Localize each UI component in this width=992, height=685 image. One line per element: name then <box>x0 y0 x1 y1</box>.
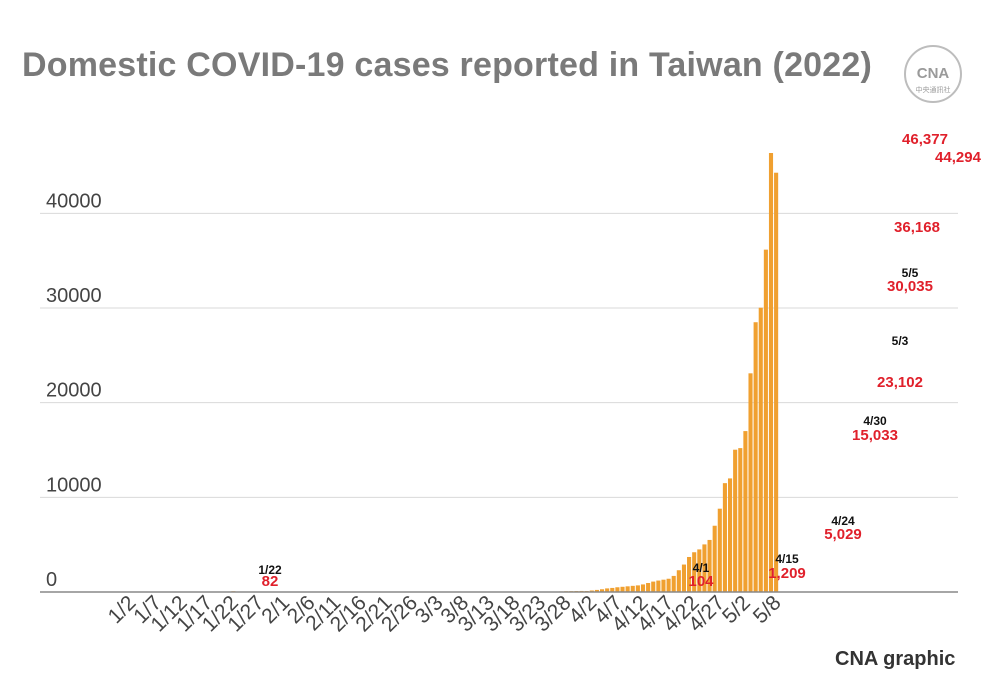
y-tick-label: 20000 <box>46 380 102 402</box>
y-tick-label: 0 <box>46 569 57 591</box>
bar <box>697 549 702 592</box>
bar <box>774 172 779 592</box>
cna-logo: CNA 中央通訊社 <box>904 45 962 103</box>
x-tick-label: 5/2 <box>718 591 755 628</box>
annotation-value-label: 44,294 <box>935 149 982 166</box>
bar <box>605 588 610 592</box>
annotation-date-label: 4/24 <box>831 514 855 528</box>
bar <box>727 478 733 592</box>
y-tick-label: 10000 <box>46 474 102 496</box>
bar <box>733 449 738 592</box>
bar <box>640 584 646 592</box>
bar <box>666 578 671 592</box>
bar <box>768 153 774 592</box>
bar <box>707 539 712 592</box>
bar <box>758 307 763 592</box>
annotation-date-label: 4/1 <box>693 561 710 575</box>
bar <box>651 581 656 592</box>
bar <box>738 448 743 592</box>
bar <box>717 508 722 592</box>
bar <box>687 556 692 592</box>
bar <box>722 483 727 592</box>
bar <box>589 590 594 592</box>
bar <box>599 589 605 592</box>
annotation-value-label: 82 <box>262 573 279 590</box>
bar <box>594 589 599 592</box>
annotation-value-label: 104 <box>688 573 714 590</box>
annotation-date-label: 1/22 <box>258 563 282 577</box>
bar <box>712 525 717 592</box>
annotation-value-label: 46,377 <box>902 131 948 148</box>
bar <box>620 586 625 592</box>
bar <box>656 580 661 592</box>
bar <box>743 431 748 592</box>
bar <box>692 552 697 592</box>
bar <box>763 249 768 592</box>
bar <box>681 564 687 592</box>
credit-label: CNA graphic <box>835 648 956 670</box>
annotation-date-label: 5/5 <box>902 266 919 280</box>
annotation-date-label: 4/30 <box>863 414 887 428</box>
chart-title: Domestic COVID-19 cases reported in Taiw… <box>22 46 873 84</box>
x-tick-label: 5/8 <box>749 591 786 628</box>
bar <box>676 570 681 592</box>
annotation-value-label: 30,035 <box>887 278 933 295</box>
bar <box>671 575 676 592</box>
bar <box>702 544 707 592</box>
annotation-value-label: 36,168 <box>894 219 940 236</box>
bar <box>610 587 615 592</box>
bar <box>625 586 630 592</box>
annotation-value-label: 5,029 <box>824 526 862 543</box>
annotation-date-label: 5/3 <box>892 334 909 348</box>
bar <box>615 587 620 592</box>
annotation-value-label: 1,209 <box>768 565 806 582</box>
cna-logo-subtext: 中央通訊社 <box>916 85 951 94</box>
y-tick-label: 30000 <box>46 285 102 307</box>
bar <box>748 373 753 592</box>
bar <box>630 585 635 592</box>
bar <box>753 322 758 592</box>
y-tick-label: 40000 <box>46 190 102 212</box>
cna-logo-text: CNA <box>917 65 950 82</box>
annotation-value-label: 23,102 <box>877 374 923 391</box>
annotation-date-label: 4/15 <box>775 552 799 566</box>
bar <box>646 583 651 592</box>
annotation-value-label: 15,033 <box>852 427 898 444</box>
bar <box>635 585 640 592</box>
bar <box>661 579 666 592</box>
